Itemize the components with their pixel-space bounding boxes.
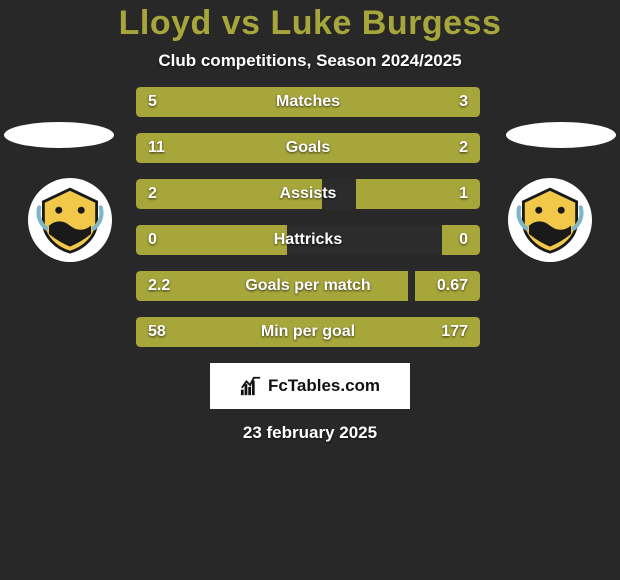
comparison-row: 00Hattricks (136, 225, 480, 255)
value-right: 1 (447, 179, 480, 209)
bar-chart-icon (240, 375, 262, 397)
comparison-row: 58177Min per goal (136, 317, 480, 347)
player-left-crest (28, 178, 112, 262)
value-left: 58 (136, 317, 178, 347)
subtitle: Club competitions, Season 2024/2025 (0, 51, 620, 71)
page-title: Lloyd vs Luke Burgess (0, 4, 620, 43)
value-left: 2.2 (136, 271, 182, 301)
bar-left (136, 317, 452, 347)
value-right: 2 (447, 133, 480, 163)
comparison-row: 21Assists (136, 179, 480, 209)
comparison-row: 112Goals (136, 133, 480, 163)
branding-text: FcTables.com (268, 376, 380, 396)
value-right: 177 (429, 317, 480, 347)
club-crest-right-icon (515, 185, 585, 255)
player-right-crest (508, 178, 592, 262)
player-right-ellipse (506, 122, 616, 148)
comparison-rows: 53Matches112Goals21Assists00Hattricks2.2… (136, 87, 480, 347)
club-crest-left-icon (35, 185, 105, 255)
value-right: 0 (447, 225, 480, 255)
date-label: 23 february 2025 (0, 423, 620, 443)
value-left: 11 (136, 133, 177, 163)
value-left: 5 (136, 87, 169, 117)
value-left: 0 (136, 225, 169, 255)
value-left: 2 (136, 179, 169, 209)
branding-badge[interactable]: FcTables.com (210, 363, 410, 409)
comparison-row: 53Matches (136, 87, 480, 117)
comparison-row: 2.20.67Goals per match (136, 271, 480, 301)
value-right: 3 (447, 87, 480, 117)
player-left-ellipse (4, 122, 114, 148)
value-right: 0.67 (425, 271, 480, 301)
